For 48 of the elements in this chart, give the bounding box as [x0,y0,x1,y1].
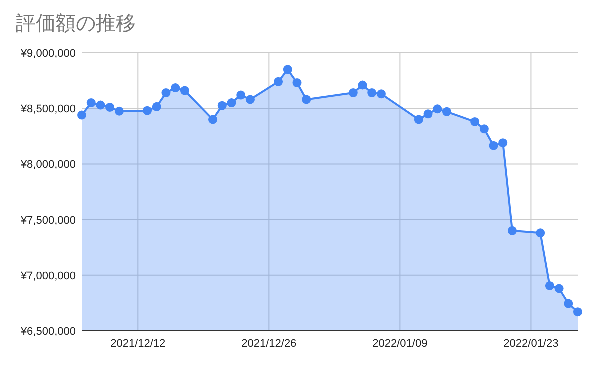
point [227,98,236,108]
point [114,106,124,116]
y-tick-label: ¥7,000,000 [20,270,76,282]
point [545,281,554,290]
point [442,107,452,116]
point [292,78,302,88]
y-tick-label: ¥9,000,000 [20,48,76,60]
point [508,226,517,236]
chart-title: 評価額の推移 [16,13,136,35]
point [143,106,152,116]
point [106,102,115,112]
y-tick-label: ¥6,500,000 [20,326,76,338]
x-tick-label: 2021/12/26 [242,338,297,350]
point [348,88,358,98]
point [376,90,386,99]
point [236,90,246,100]
x-tick-label: 2022/01/23 [504,338,559,350]
point [86,98,96,108]
point [218,101,227,110]
point [414,115,424,124]
x-tick-label: 2021/12/12 [110,338,166,350]
point [180,86,190,96]
point [368,88,377,98]
point [78,110,86,120]
point [246,95,255,104]
point [480,124,489,134]
point [358,80,368,90]
y-tick-label: ¥7,500,000 [20,214,76,227]
point [554,284,564,294]
point [96,100,106,110]
point [470,117,480,126]
point [171,84,180,93]
point [283,65,292,74]
point [302,95,312,104]
point [152,102,162,112]
x-tick-label: 2022/01/09 [372,338,428,350]
point [489,141,498,150]
point [433,104,442,114]
point [498,138,508,148]
point [424,110,433,119]
point [162,88,171,98]
y-tick-label: ¥8,500,000 [20,104,76,116]
point [536,228,546,238]
point [564,299,574,308]
y-tick-label: ¥8,000,000 [20,159,76,172]
point [574,308,582,317]
point [274,77,284,86]
point [208,115,218,124]
